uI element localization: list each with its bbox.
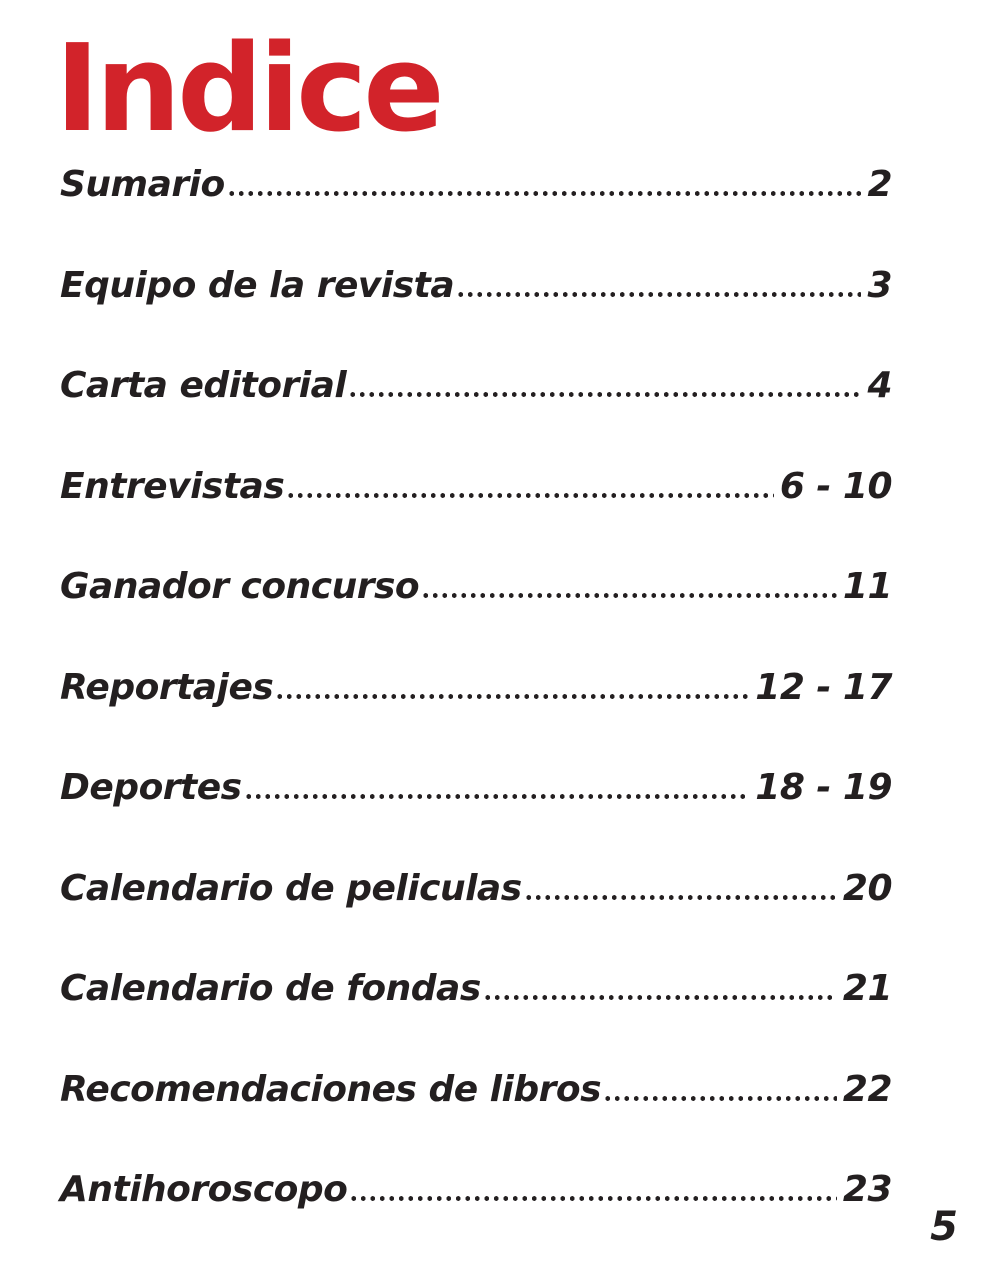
toc-entry-page: 23 [842, 1169, 893, 1210]
dot-leader [456, 291, 862, 297]
toc-row: Antihoroscopo 23 [60, 1140, 893, 1241]
dot-leader [286, 492, 774, 498]
toc-entry-page: 21 [842, 968, 893, 1009]
toc-row: Sumario 2 [60, 135, 892, 236]
dot-leader [523, 894, 837, 900]
toc-entry-label: Carta editorial [60, 365, 347, 406]
toc-row: Carta editorial 4 [60, 336, 892, 437]
dot-leader [349, 1196, 837, 1201]
toc-entry-label: Entrevistas [60, 465, 285, 507]
toc-entry-page: 22 [842, 1068, 893, 1110]
toc-entry-label: Equipo de la revista [60, 264, 455, 306]
toc-entry-page: 2 [867, 164, 892, 205]
toc-row: Calendario de fondas 21 [60, 939, 893, 1040]
toc-entry-page: 3 [867, 264, 892, 306]
toc-list: Sumario 2 Equipo de la revista 3 Carta e… [60, 135, 893, 1241]
toc-entry-label: Calendario de fondas [60, 968, 481, 1009]
toc-row: Deportes 18 - 19 [60, 738, 892, 839]
toc-entry-label: Recomendaciones de libros [60, 1068, 602, 1110]
dot-leader [421, 593, 837, 598]
toc-row: Reportajes 12 - 17 [60, 638, 892, 739]
toc-entry-label: Sumario [60, 164, 225, 205]
dot-leader [482, 995, 837, 1000]
toc-row: Calendario de peliculas 20 [60, 839, 893, 940]
dot-leader [348, 392, 862, 397]
toc-entry-page: 20 [842, 867, 893, 909]
dot-leader [243, 794, 750, 799]
toc-entry-page: 4 [867, 365, 892, 406]
page-title: Indice [55, 20, 445, 159]
toc-entry-label: Calendario de peliculas [60, 867, 522, 909]
toc-entry-label: Ganador concurso [60, 566, 420, 607]
toc-entry-page: 12 - 17 [755, 666, 892, 708]
toc-row: Recomendaciones de libros 22 [60, 1040, 893, 1141]
toc-entry-page: 11 [842, 566, 893, 607]
toc-row: Equipo de la revista 3 [60, 236, 892, 337]
toc-row: Entrevistas 6 - 10 [60, 437, 893, 538]
dot-leader [226, 191, 862, 196]
dot-leader [603, 1095, 837, 1101]
page-number: 5 [930, 1204, 958, 1250]
toc-row: Ganador concurso 11 [60, 537, 893, 638]
dot-leader [275, 693, 750, 699]
toc-entry-page: 18 - 19 [755, 767, 892, 808]
toc-entry-label: Reportajes [60, 666, 274, 708]
toc-entry-label: Deportes [60, 767, 242, 808]
toc-entry-page: 6 - 10 [779, 465, 893, 507]
toc-entry-label: Antihoroscopo [60, 1169, 348, 1210]
